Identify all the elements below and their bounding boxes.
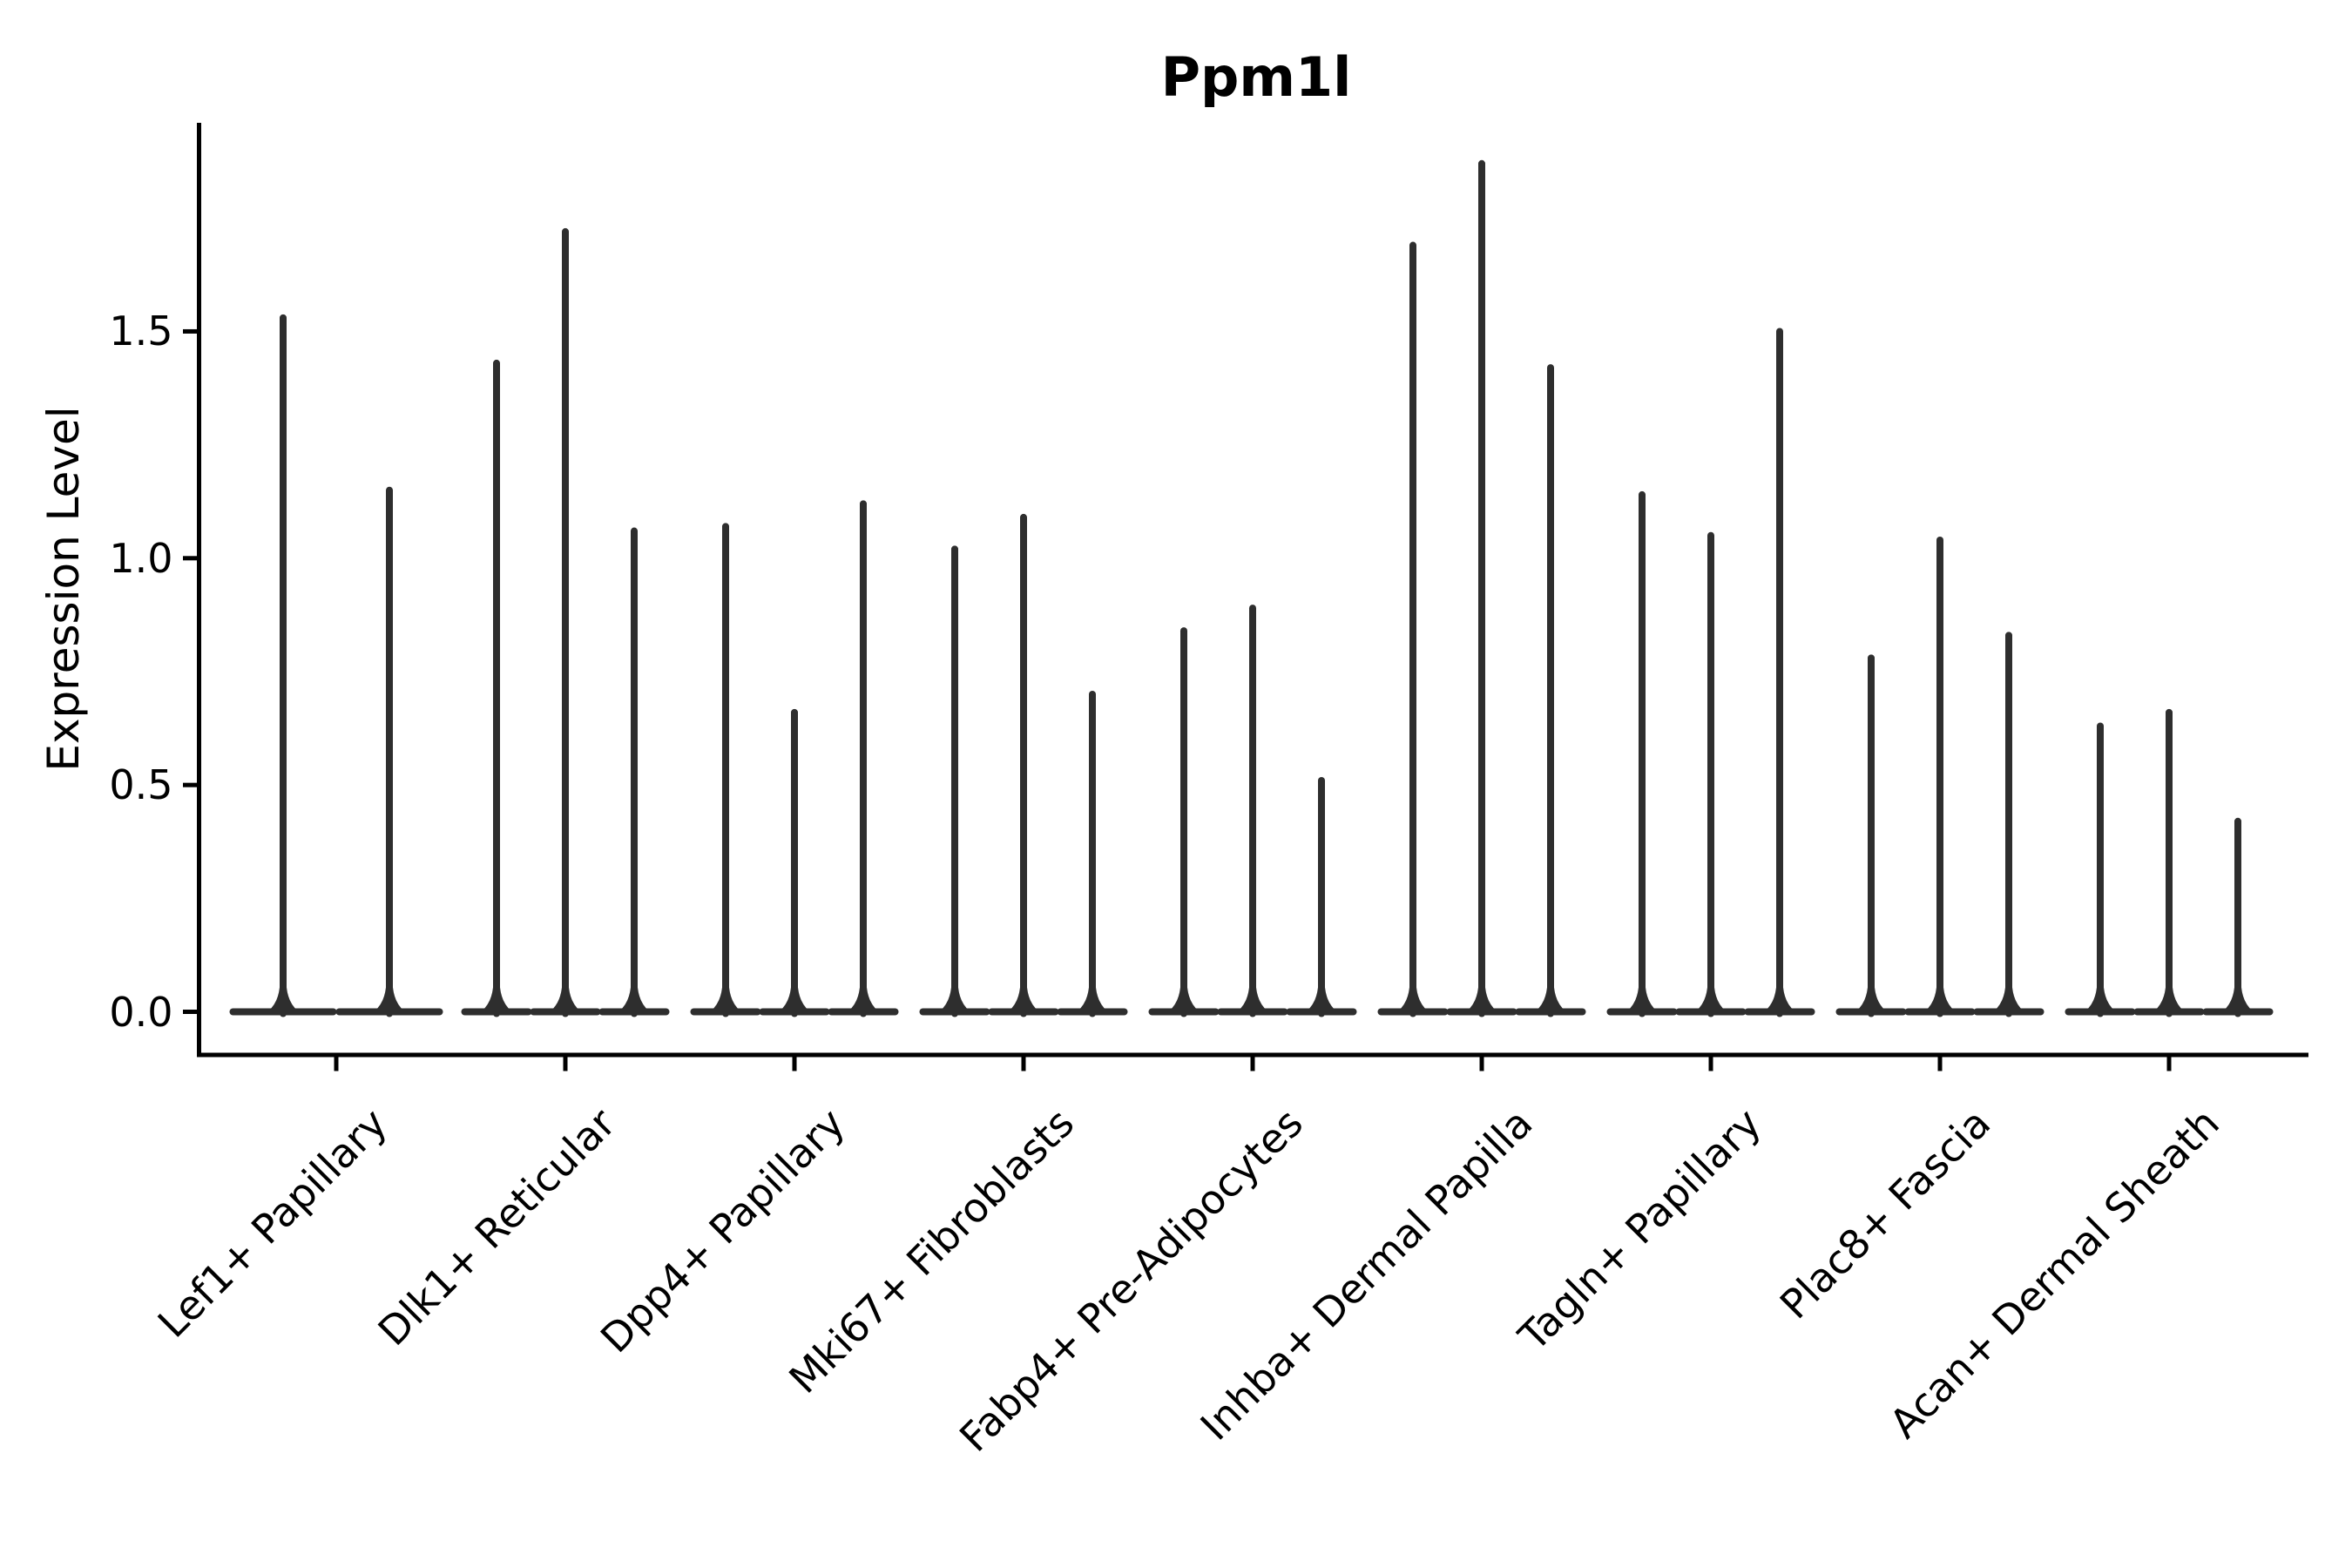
y-tick-label: 1.5 (109, 308, 173, 355)
y-axis-label: Expression Level (38, 406, 89, 772)
chart-title: Ppm1l (1160, 45, 1352, 109)
y-tick-label: 1.0 (109, 534, 173, 582)
y-tick-label: 0.0 (109, 988, 173, 1036)
y-tick-label: 0.5 (109, 761, 173, 809)
